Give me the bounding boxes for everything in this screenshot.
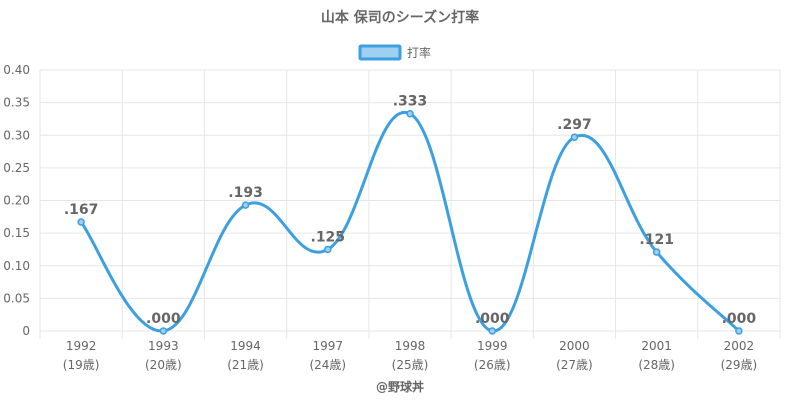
legend[interactable]: 打率 (358, 44, 431, 61)
x-tick-label: 1997 (313, 339, 344, 353)
legend-label: 打率 (407, 45, 431, 60)
legend-swatch (358, 44, 402, 61)
y-tick-label: 0.20 (3, 194, 30, 208)
x-tick-label: 2001 (641, 339, 672, 353)
data-label: .333 (393, 94, 428, 110)
x-axis: 1992 (19歳) 1993 (20歳) 1994 (21歳) 1997 (24歳) 1998… (63, 339, 757, 372)
y-tick-label: 0 (22, 324, 30, 338)
data-point (159, 327, 168, 335)
x-age-label: (27歳) (556, 358, 593, 372)
data-label: .000 (722, 311, 757, 327)
x-tick-label: 1998 (395, 339, 426, 353)
x-tick-label: 1993 (148, 339, 179, 353)
data-point (241, 201, 250, 209)
data-label: .000 (475, 311, 510, 327)
data-label: .193 (228, 185, 263, 201)
y-axis: 0 0.05 0.10 0.15 0.20 0.25 0.30 0.35 0.40 (3, 63, 30, 338)
data-label: .121 (639, 232, 674, 248)
data-point (488, 327, 496, 335)
x-tick-label: 1994 (230, 339, 261, 353)
chart-title: 山本 保司のシーズン打率 (321, 9, 479, 26)
data-point (406, 109, 414, 118)
data-points (77, 109, 743, 335)
x-age-label: (21歳) (227, 358, 264, 372)
y-tick-label: 0.05 (3, 291, 30, 305)
y-tick-label: 0.40 (3, 63, 30, 77)
x-age-label: (26歳) (474, 358, 511, 372)
credit: @野球丼 (376, 379, 424, 394)
x-age-label: (28歳) (638, 358, 675, 372)
data-point (652, 248, 661, 256)
data-point (735, 327, 743, 335)
y-tick-label: 0.35 (3, 96, 30, 110)
data-label: .297 (557, 117, 592, 133)
data-label: .167 (64, 202, 99, 218)
data-label: .000 (146, 311, 181, 327)
grid (39, 69, 781, 339)
x-age-label: (19歳) (63, 358, 100, 372)
y-tick-label: 0.10 (3, 259, 30, 273)
data-label: .125 (311, 229, 346, 245)
x-tick-label: 1999 (477, 339, 508, 353)
data-point (324, 245, 332, 254)
y-tick-label: 0.30 (3, 128, 30, 142)
x-tick-label: 2002 (724, 339, 755, 353)
x-age-label: (24歳) (309, 358, 346, 372)
x-age-label: (20歳) (145, 358, 182, 372)
data-labels: .167 .000 .193 .125 .333 .000 .297 .121 .000 (64, 94, 757, 327)
y-tick-label: 0.25 (3, 161, 30, 175)
x-age-label: (25歳) (392, 358, 429, 372)
y-tick-label: 0.15 (3, 226, 30, 240)
x-tick-label: 1992 (66, 339, 97, 353)
x-age-label: (29歳) (721, 358, 758, 372)
x-tick-label: 2000 (559, 339, 590, 353)
data-point (570, 133, 579, 141)
data-point (77, 218, 85, 226)
